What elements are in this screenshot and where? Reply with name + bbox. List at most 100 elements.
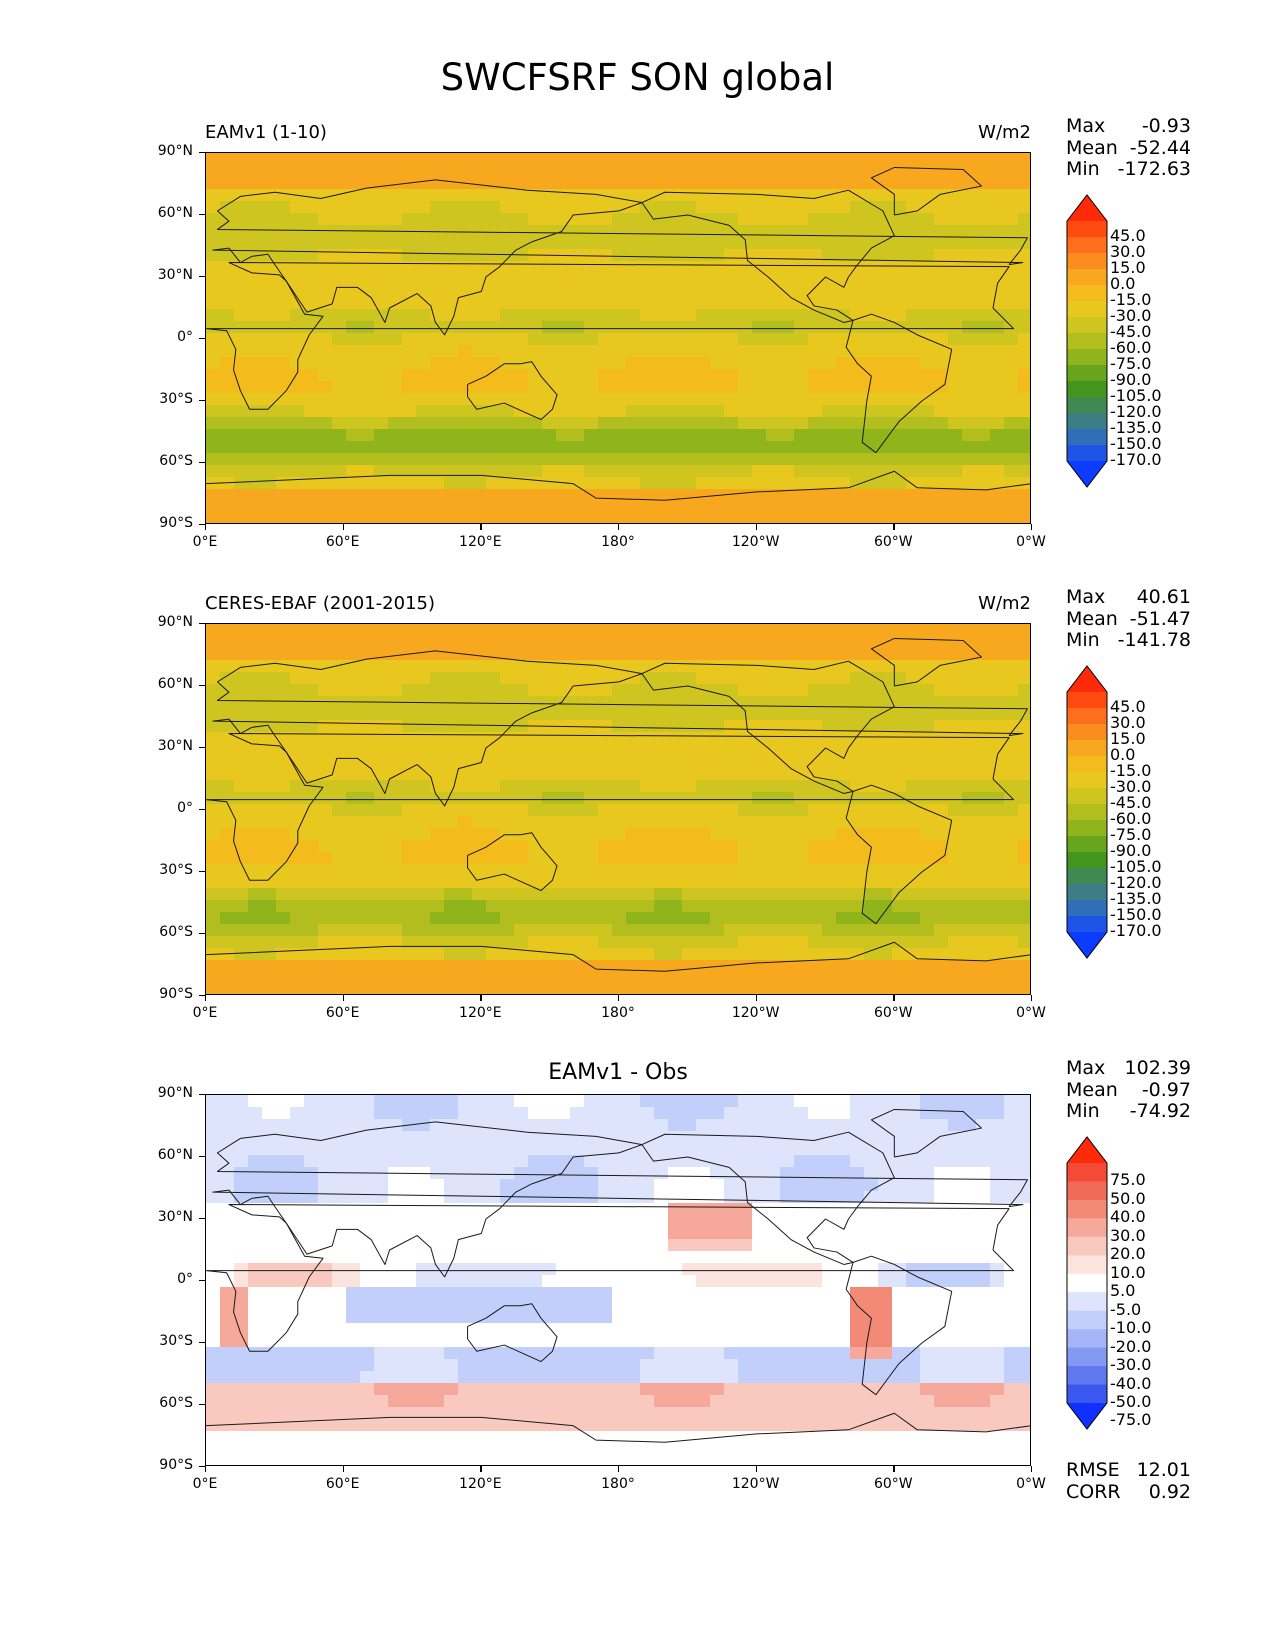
- field-cell: [346, 936, 361, 949]
- field-cell: [206, 1323, 221, 1336]
- field-cell: [794, 429, 809, 442]
- field-cell: [822, 972, 837, 985]
- field-cell: [934, 672, 949, 685]
- field-cell: [584, 237, 599, 250]
- field-cell: [682, 1311, 697, 1324]
- field-cell: [444, 756, 459, 769]
- field-cell: [472, 1155, 487, 1168]
- field-cell: [934, 1227, 949, 1240]
- field-cell: [332, 513, 347, 523]
- field-cell: [598, 489, 613, 502]
- field-cell: [444, 249, 459, 262]
- field-cell: [808, 273, 823, 286]
- field-cell: [374, 1263, 389, 1276]
- field-cell: [206, 636, 221, 649]
- field-cell: [598, 1239, 613, 1252]
- field-cell: [976, 636, 991, 649]
- field-cell: [724, 1239, 739, 1252]
- field-cell: [332, 1239, 347, 1252]
- field-cell: [612, 189, 627, 202]
- field-cell: [430, 960, 445, 973]
- field-cell: [696, 381, 711, 394]
- field-cell: [444, 1179, 459, 1192]
- field-cell: [1018, 1131, 1030, 1144]
- field-cell: [892, 393, 907, 406]
- field-cell: [290, 732, 305, 745]
- field-cell: [430, 876, 445, 889]
- field-cell: [598, 1251, 613, 1264]
- field-cell: [332, 1251, 347, 1264]
- field-cell: [976, 213, 991, 226]
- field-cell: [262, 660, 277, 673]
- field-cell: [402, 489, 417, 502]
- field-cell: [262, 333, 277, 346]
- field-cell: [976, 417, 991, 430]
- field-cell: [794, 684, 809, 697]
- lon-tick-mark: [755, 524, 757, 530]
- field-cell: [878, 1275, 893, 1288]
- field-cell: [570, 672, 585, 685]
- field-cell: [206, 732, 221, 745]
- field-cell: [318, 489, 333, 502]
- field-cell: [654, 237, 669, 250]
- field-cell: [934, 369, 949, 382]
- field-cell: [864, 381, 879, 394]
- field-cell: [808, 696, 823, 709]
- field-cell: [402, 672, 417, 685]
- field-cell: [990, 477, 1005, 490]
- colorbar-svg: [1066, 194, 1108, 488]
- stat-mean: Mean -0.97: [1066, 1079, 1191, 1102]
- field-cell: [990, 285, 1005, 298]
- field-cell: [206, 441, 221, 454]
- field-cell: [990, 225, 1005, 238]
- field-cell: [612, 876, 627, 889]
- field-cell: [766, 513, 781, 523]
- field-cell: [808, 1299, 823, 1312]
- field-cell: [318, 201, 333, 214]
- field-cell: [878, 465, 893, 478]
- field-cell: [682, 1107, 697, 1120]
- field-cell: [374, 333, 389, 346]
- field-cell: [1018, 309, 1030, 322]
- field-cell: [360, 948, 375, 961]
- field-cell: [290, 912, 305, 925]
- field-cell: [598, 984, 613, 994]
- field-cell: [402, 201, 417, 214]
- field-cell: [528, 153, 543, 166]
- field-cell: [528, 972, 543, 985]
- field-cell: [360, 237, 375, 250]
- field-cell: [766, 153, 781, 166]
- field-cell: [878, 960, 893, 973]
- field-cell: [612, 1179, 627, 1192]
- field-cell: [836, 1179, 851, 1192]
- field-cell: [570, 1095, 585, 1108]
- field-cell: [794, 900, 809, 913]
- field-cell: [990, 684, 1005, 697]
- field-cell: [794, 852, 809, 865]
- field-cell: [318, 1263, 333, 1276]
- field-cell: [486, 852, 501, 865]
- field-cell: [416, 756, 431, 769]
- field-cell: [794, 369, 809, 382]
- field-cell: [920, 732, 935, 745]
- field-cell: [360, 816, 375, 829]
- field-cell: [332, 249, 347, 262]
- field-cell: [220, 273, 235, 286]
- field-cell: [430, 900, 445, 913]
- field-cell: [360, 624, 375, 637]
- field-cell: [640, 429, 655, 442]
- field-cell: [612, 381, 627, 394]
- field-cell: [934, 237, 949, 250]
- field-cell: [388, 900, 403, 913]
- field-cell: [920, 816, 935, 829]
- field-cell: [304, 792, 319, 805]
- field-cell: [542, 936, 557, 949]
- field-cell: [486, 684, 501, 697]
- field-cell: [444, 636, 459, 649]
- field-cell: [248, 249, 263, 262]
- field-cell: [318, 708, 333, 721]
- field-cell: [766, 840, 781, 853]
- field-cell: [668, 900, 683, 913]
- field-cell: [598, 660, 613, 673]
- field-cell: [486, 393, 501, 406]
